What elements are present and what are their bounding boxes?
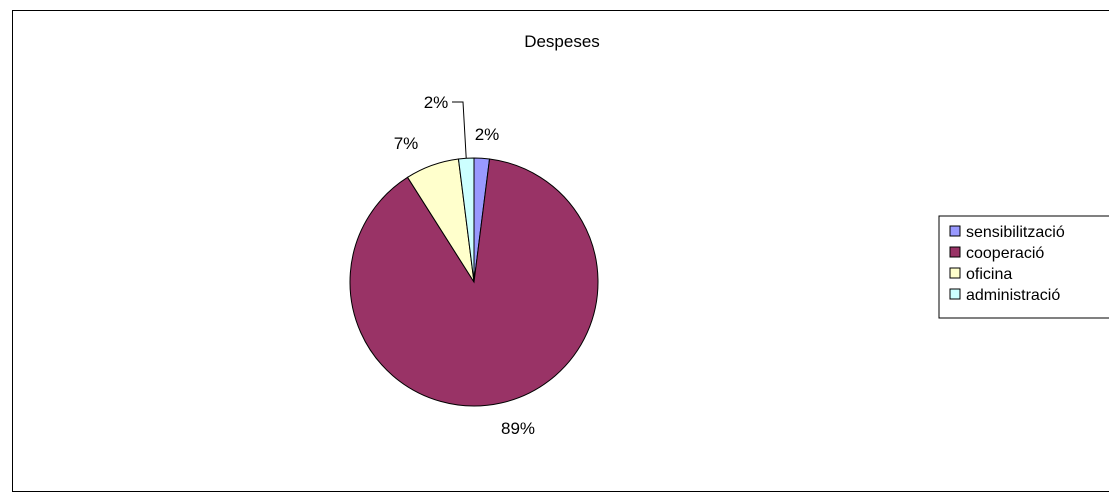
legend-swatch-4 [949,288,961,300]
legend-swatch-3 [949,267,961,279]
data-label-2: 89% [501,419,535,438]
chart-title: Despeses [524,32,600,51]
legend-swatch-2 [949,246,961,258]
legend-label-4: administració [966,287,1060,304]
leader-lines [452,101,467,159]
pie-slice-2 [349,158,599,407]
data-label-1: 2% [475,125,500,144]
pie-slice-4 [457,157,475,283]
legend-label-2: cooperació [966,245,1044,262]
legend-box [938,215,1109,319]
leader-line-administracio [452,101,467,159]
legend-swatch-1 [949,225,961,237]
data-label-3: 7% [394,134,419,153]
legend-label-1: sensibilització [966,224,1065,241]
data-labels: 2% 89% 7% 2% [394,93,535,438]
pie-slices [349,157,599,407]
legend-label-3: oficina [966,266,1012,283]
data-label-4: 2% [424,93,449,112]
legend: sensibilització cooperació oficina administ… [938,215,1109,319]
